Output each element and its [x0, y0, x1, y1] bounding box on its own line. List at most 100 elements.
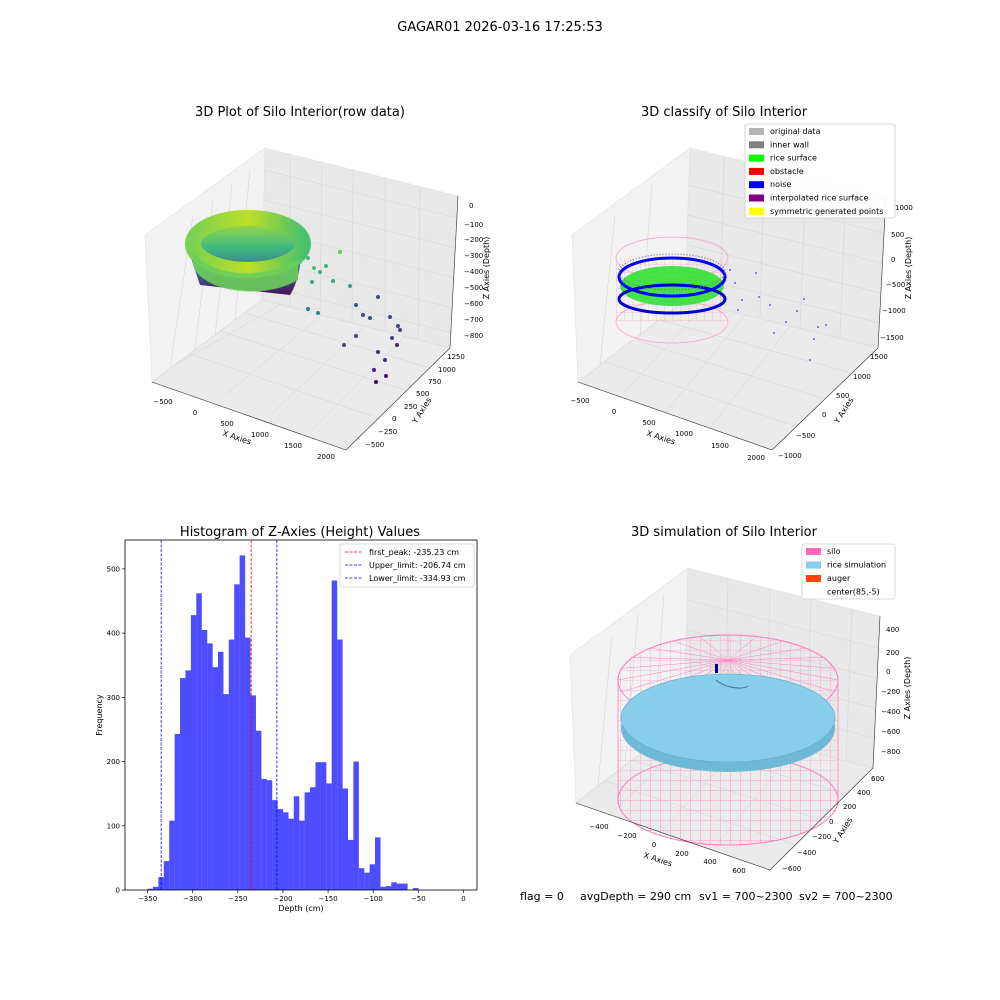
- scatter-point: [354, 303, 358, 307]
- histogram-bar: [402, 883, 408, 890]
- y-tick-label: 300: [107, 694, 120, 702]
- histogram-bar: [212, 667, 219, 890]
- scatter-point: [376, 295, 380, 299]
- legend-label: original data: [770, 127, 821, 136]
- svg-text:−500: −500: [570, 397, 589, 405]
- z-axis-line: [877, 195, 887, 349]
- panel-simulation-3d: 3D simulation of Silo Interior: [569, 525, 912, 875]
- svg-text:−500: −500: [464, 284, 483, 292]
- scatter-point: [310, 280, 314, 284]
- svg-text:−400: −400: [797, 849, 816, 857]
- legend-swatch: [749, 181, 764, 189]
- noise-point: [758, 296, 760, 298]
- scatter-point: [395, 343, 399, 347]
- classify-legend: original data inner wall rice surface obsta…: [744, 123, 896, 219]
- svg-text:−1500: −1500: [880, 334, 904, 342]
- histogram-y-ticks: 0 100 200 300 400 500: [107, 565, 125, 895]
- svg-text:−800: −800: [881, 748, 900, 756]
- histogram-bar: [304, 792, 311, 890]
- roof-spoke: [632, 657, 729, 661]
- x-tick-label: −150: [318, 895, 337, 903]
- histogram-bar: [201, 629, 208, 890]
- scatter-point: [361, 313, 365, 317]
- histogram-bar: [293, 796, 300, 890]
- status-footer: flag = 0 avgDepth = 290 cm sv1 = 700~230…: [520, 890, 893, 903]
- scatter-point: [306, 307, 310, 311]
- svg-text:−700: −700: [464, 316, 483, 324]
- svg-text:400: 400: [857, 789, 870, 797]
- histogram-bar: [277, 809, 284, 890]
- svg-text:−100: −100: [464, 221, 483, 229]
- histogram-bar: [185, 670, 191, 890]
- svg-text:0: 0: [612, 408, 616, 416]
- roof-spoke: [621, 659, 729, 669]
- roof-spoke: [672, 640, 729, 661]
- z-axis-line: [449, 195, 459, 349]
- x-tick-label: −300: [183, 895, 202, 903]
- svg-text:−400: −400: [589, 823, 608, 831]
- histogram-bar: [396, 883, 403, 890]
- histogram-bar: [342, 788, 349, 890]
- panel-raw-title: 3D Plot of Silo Interior(row data): [195, 105, 405, 120]
- legend-label: rice surface: [770, 154, 817, 163]
- scatter-point: [396, 324, 400, 328]
- noise-point: [825, 324, 827, 326]
- raw-ring-top: [185, 210, 311, 278]
- z-axis-label: Z Axies (Depth): [903, 657, 912, 720]
- svg-text:500: 500: [416, 390, 429, 398]
- svg-text:0: 0: [829, 818, 833, 826]
- classified-ring-grey: [618, 253, 726, 291]
- legend-items: first_peak: -235.23 cm Upper_limit: -206.…: [345, 548, 466, 583]
- histogram-bar: [169, 820, 175, 890]
- noise-point: [817, 326, 819, 328]
- histogram-bar: [245, 637, 251, 890]
- classified-noise-points: [729, 269, 827, 361]
- svg-text:−300: −300: [464, 252, 483, 260]
- y-tick-label: 200: [107, 758, 120, 766]
- svg-text:200: 200: [675, 850, 688, 858]
- scatter-point: [384, 374, 388, 378]
- noise-point: [796, 310, 798, 312]
- classified-ring-blue-bottom: [617, 283, 727, 315]
- svg-text:−200: −200: [812, 833, 831, 841]
- histogram-bar: [223, 694, 229, 890]
- histogram-bar: [380, 886, 386, 890]
- raw-wall-front: [193, 250, 298, 292]
- histogram-bar: [288, 818, 294, 890]
- svg-text:0: 0: [652, 841, 656, 849]
- scatter-point: [312, 266, 316, 270]
- roof-spoke: [727, 659, 839, 681]
- histogram-legend: first_peak: -235.23 cm Upper_limit: -206.…: [339, 543, 475, 588]
- histogram-bar: [369, 864, 376, 890]
- histogram-bar: [239, 555, 246, 890]
- svg-text:0: 0: [891, 256, 895, 264]
- scatter-point: [383, 358, 387, 362]
- legend-swatch: [806, 575, 821, 582]
- svg-text:1000: 1000: [438, 366, 456, 374]
- x-tick-label: −200: [273, 895, 292, 903]
- svg-text:600: 600: [871, 775, 884, 783]
- scatter-point: [376, 350, 380, 354]
- svg-text:200: 200: [843, 803, 856, 811]
- svg-text:1500: 1500: [870, 353, 888, 361]
- svg-text:−250: −250: [378, 428, 397, 436]
- histogram-bar: [250, 695, 256, 890]
- svg-text:750: 750: [428, 378, 441, 386]
- legend-label: Upper_limit: -206.74 cm: [369, 561, 466, 570]
- svg-text:0: 0: [886, 668, 890, 676]
- rice-surface-top: [620, 673, 836, 763]
- histogram-bar: [364, 872, 370, 890]
- y-axis-line: [769, 767, 874, 871]
- histogram-bar: [375, 837, 381, 890]
- y-axis-label: Y Axies: [410, 396, 434, 426]
- avg-depth-text: avgDepth = 290 cm: [580, 890, 691, 903]
- panel-classify-3d: 3D classify of Silo Interior −5: [570, 105, 913, 462]
- svg-text:−400: −400: [881, 708, 900, 716]
- x-axis-label: X Axies: [642, 851, 673, 869]
- noise-point: [773, 332, 775, 334]
- svg-text:0: 0: [822, 411, 826, 419]
- noise-point: [803, 298, 805, 300]
- legend-label: interpolated rice surface: [770, 194, 868, 203]
- histogram-bar: [174, 733, 181, 890]
